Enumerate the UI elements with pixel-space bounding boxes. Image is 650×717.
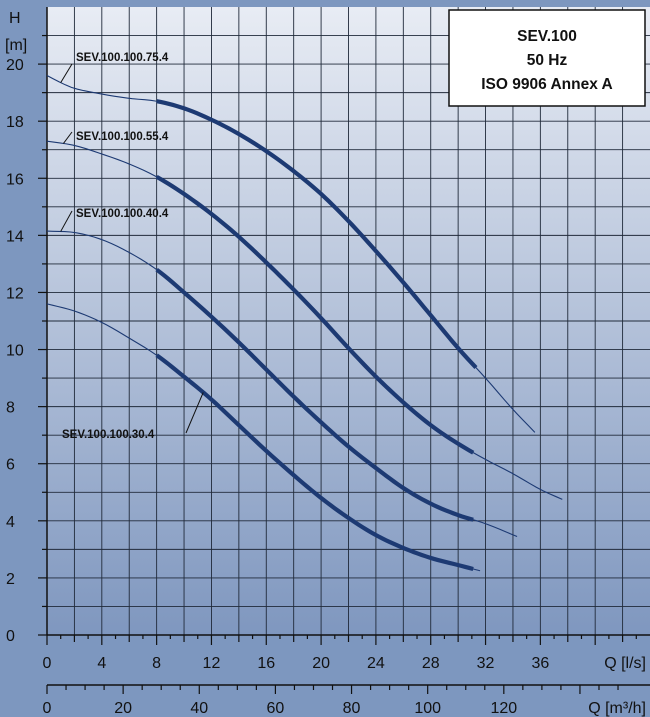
x-tick-label: 0	[43, 655, 52, 672]
y-tick-label: 4	[6, 514, 15, 531]
title-line-3: ISO 9906 Annex A	[481, 76, 613, 93]
series-line-op	[155, 175, 475, 455]
y-tick-label: 12	[6, 285, 24, 302]
series-line-op	[155, 353, 474, 572]
x-tick-label: 36	[531, 655, 549, 672]
x-tick-label: 8	[152, 655, 161, 672]
curve-labels: SEV.100.100.75.4 SEV.100.100.55.4 SEV.100.…	[60, 52, 204, 441]
x2-tick-label: 20	[114, 700, 132, 717]
title-box: SEV.100 50 Hz ISO 9906 Annex A	[448, 9, 646, 107]
x2-tick-label: 0	[43, 700, 52, 717]
y-tick-label: 18	[6, 114, 24, 131]
curve-label: SEV.100.100.40.4	[76, 208, 169, 220]
series-line-op	[156, 99, 478, 370]
x2-tick-label: 80	[343, 700, 361, 717]
label-leader	[60, 63, 73, 83]
y-tick-label: 6	[6, 457, 15, 474]
x2-tick-label: 100	[414, 700, 441, 717]
y-tick-label: 2	[6, 571, 15, 588]
x-tick-label: 4	[97, 655, 106, 672]
series-line-op	[155, 267, 474, 522]
x2-tick-label: 40	[190, 700, 208, 717]
x-tick-label: 20	[312, 655, 330, 672]
title-line-1: SEV.100	[517, 28, 577, 45]
x-axis-label-m3h: Q [m³/h]	[588, 700, 646, 717]
x-tick-label: 24	[367, 655, 385, 672]
title-box-frame	[448, 9, 646, 107]
x2-tick-label: 60	[267, 700, 285, 717]
y-tick-label: 16	[6, 171, 24, 188]
label-leader	[185, 392, 204, 434]
curve-label: SEV.100.100.75.4	[76, 52, 169, 64]
y-tick-label: 0	[6, 628, 15, 645]
x2-tick-label: 120	[490, 700, 517, 717]
y-tick-label: 14	[6, 228, 24, 245]
x-tick-label: 32	[477, 655, 495, 672]
label-leader	[63, 131, 73, 144]
label-leader	[60, 210, 73, 232]
curve-label: SEV.100.100.30.4	[62, 429, 155, 441]
curve-label: SEV.100.100.55.4	[76, 131, 169, 143]
y-tick-label: 8	[6, 400, 15, 417]
x-tick-label: 12	[203, 655, 221, 672]
x-axis-label-ls: Q [l/s]	[604, 655, 646, 672]
y-axis-label-unit: [m]	[5, 37, 27, 54]
y-tick-label: 20	[6, 57, 24, 74]
curves	[46, 75, 563, 572]
x-tick-label: 28	[422, 655, 440, 672]
x-tick-label: 16	[257, 655, 275, 672]
title-line-2: 50 Hz	[527, 52, 568, 69]
y-tick-label: 10	[6, 343, 24, 360]
y-axis-label-h: H	[9, 10, 21, 27]
